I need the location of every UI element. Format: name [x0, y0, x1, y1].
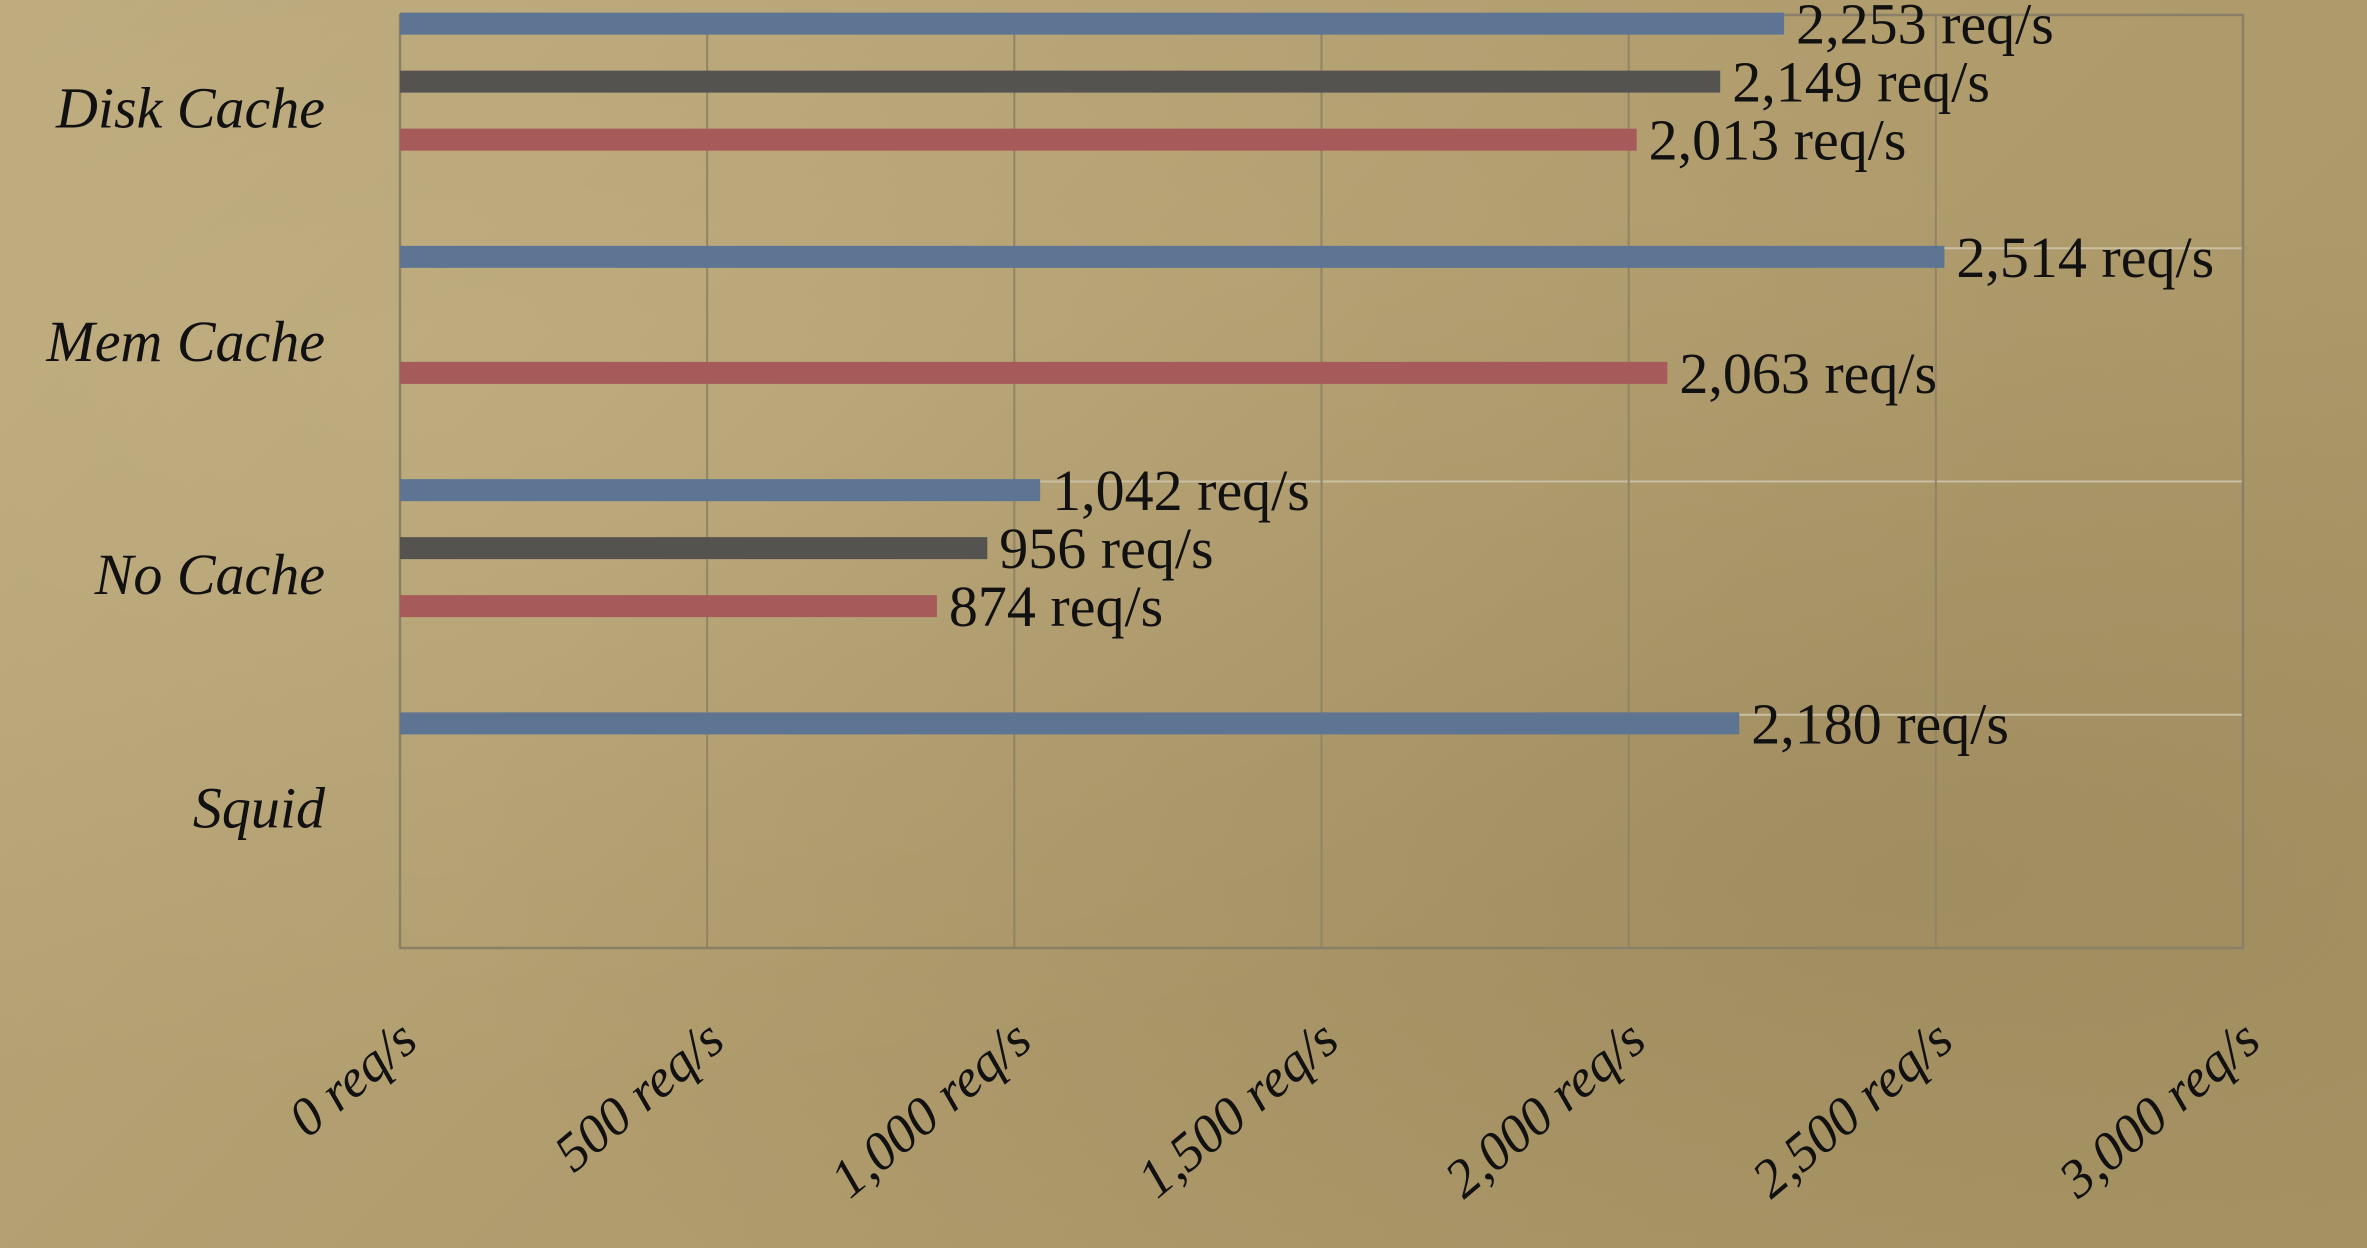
category-label: Squid: [193, 775, 326, 840]
bar-value-label: 2,514 req/s: [1956, 225, 2214, 290]
x-tick-label: 3,000 req/s: [2047, 1008, 2271, 1210]
bar: [400, 537, 988, 560]
x-tick-label: 500 req/s: [543, 1008, 735, 1183]
bar-value-label: 2,253 req/s: [1796, 0, 2054, 57]
category-label: Mem Cache: [45, 309, 325, 374]
bars: [400, 12, 1945, 735]
bar: [400, 361, 1668, 384]
x-tick-label: 2,000 req/s: [1433, 1008, 1656, 1209]
bar: [400, 479, 1041, 502]
data-labels: 2,253 req/s 2,514 req/s 1,042 req/s 2,180 r…: [949, 0, 2214, 756]
bar-value-label: 2,063 req/s: [1679, 341, 1937, 406]
bar: [400, 245, 1945, 268]
bar: [400, 70, 1721, 93]
category-label: Disk Cache: [55, 76, 325, 141]
x-tick-label: 1,500 req/s: [1126, 1008, 1349, 1209]
bar-value-label: 2,180 req/s: [1751, 691, 2009, 756]
bar: [400, 595, 937, 618]
bar-value-label: 2,013 req/s: [1649, 108, 1907, 173]
category-labels: Disk Cache Mem Cache No Cache Squid: [45, 76, 326, 841]
bar: [400, 712, 1740, 735]
category-label: No Cache: [94, 542, 325, 607]
bar: [400, 12, 1785, 35]
x-tick-label: 0 req/s: [277, 1008, 428, 1148]
x-tick-labels: 0 req/s 500 req/s 1,000 req/s 1,500 req/s 2,…: [277, 1008, 2271, 1210]
bar-value-label: 874 req/s: [949, 574, 1163, 639]
bar-value-label: 956 req/s: [999, 516, 1213, 581]
x-tick-label: 1,000 req/s: [819, 1008, 1042, 1209]
x-tick-label: 2,500 req/s: [1740, 1008, 1963, 1209]
bar: [400, 128, 1637, 151]
bar-value-label: 1,042 req/s: [1052, 458, 1310, 523]
bar-value-label: 2,149 req/s: [1732, 50, 1990, 115]
